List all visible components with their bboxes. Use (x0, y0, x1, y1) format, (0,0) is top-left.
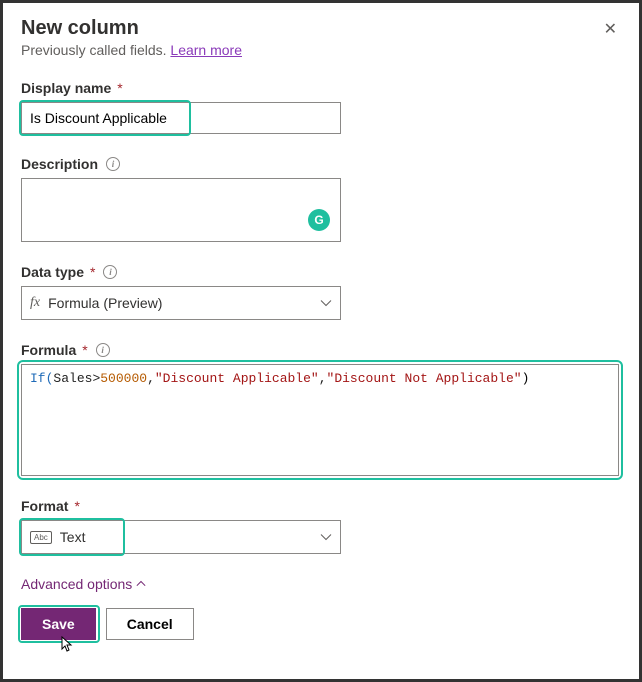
grammarly-icon[interactable]: G (308, 209, 330, 231)
formula-token-fn: If (30, 371, 46, 386)
chevron-down-icon (320, 297, 332, 309)
formula-token-num: 500000 (100, 371, 147, 386)
data-type-select[interactable]: fx Formula (Preview) (21, 286, 341, 320)
data-type-value: Formula (Preview) (48, 295, 162, 311)
description-label: Description i (21, 156, 621, 172)
cursor-icon (61, 636, 75, 654)
save-button[interactable]: Save (21, 608, 96, 640)
formula-token-comma: , (319, 371, 327, 386)
fx-icon: fx (30, 295, 40, 311)
chevron-up-icon (136, 579, 146, 589)
description-input[interactable]: G (21, 178, 341, 242)
new-column-panel: New column Previously called fields. Lea… (0, 0, 642, 682)
advanced-options-toggle[interactable]: Advanced options (21, 576, 146, 592)
formula-token-ident: Sales (53, 371, 92, 386)
required-marker: * (74, 498, 79, 514)
formula-label-text: Formula (21, 342, 76, 358)
data-type-label: Data type * i (21, 264, 621, 280)
cancel-button[interactable]: Cancel (106, 608, 194, 640)
format-select[interactable]: Abc Text (21, 520, 341, 554)
display-name-input[interactable] (21, 102, 341, 134)
required-marker: * (90, 264, 95, 280)
chevron-down-icon (320, 531, 332, 543)
info-icon[interactable]: i (96, 343, 110, 357)
formula-token-str: "Discount Not Applicable" (327, 371, 522, 386)
required-marker: * (82, 342, 87, 358)
data-type-label-text: Data type (21, 264, 84, 280)
formula-token-paren: ) (522, 371, 530, 386)
description-label-text: Description (21, 156, 98, 172)
learn-more-link[interactable]: Learn more (170, 42, 242, 58)
required-marker: * (117, 80, 122, 96)
info-icon[interactable]: i (103, 265, 117, 279)
format-label-text: Format (21, 498, 68, 514)
panel-header: New column Previously called fields. Lea… (21, 17, 621, 80)
formula-token-str: "Discount Applicable" (155, 371, 319, 386)
close-icon[interactable]: ✕ (600, 17, 621, 41)
text-type-icon: Abc (30, 531, 52, 544)
subtitle-text: Previously called fields. (21, 42, 170, 58)
formula-label: Formula * i (21, 342, 621, 358)
format-label: Format * (21, 498, 621, 514)
advanced-options-label: Advanced options (21, 576, 132, 592)
panel-title: New column (21, 17, 242, 40)
panel-subtitle: Previously called fields. Learn more (21, 42, 242, 58)
format-value: Text (60, 529, 86, 545)
formula-input[interactable]: If(Sales>500000,"Discount Applicable","D… (21, 364, 619, 476)
formula-token-comma: , (147, 371, 155, 386)
info-icon[interactable]: i (106, 157, 120, 171)
button-row: Save Cancel (21, 608, 621, 640)
display-name-label: Display name * (21, 80, 621, 96)
display-name-label-text: Display name (21, 80, 111, 96)
